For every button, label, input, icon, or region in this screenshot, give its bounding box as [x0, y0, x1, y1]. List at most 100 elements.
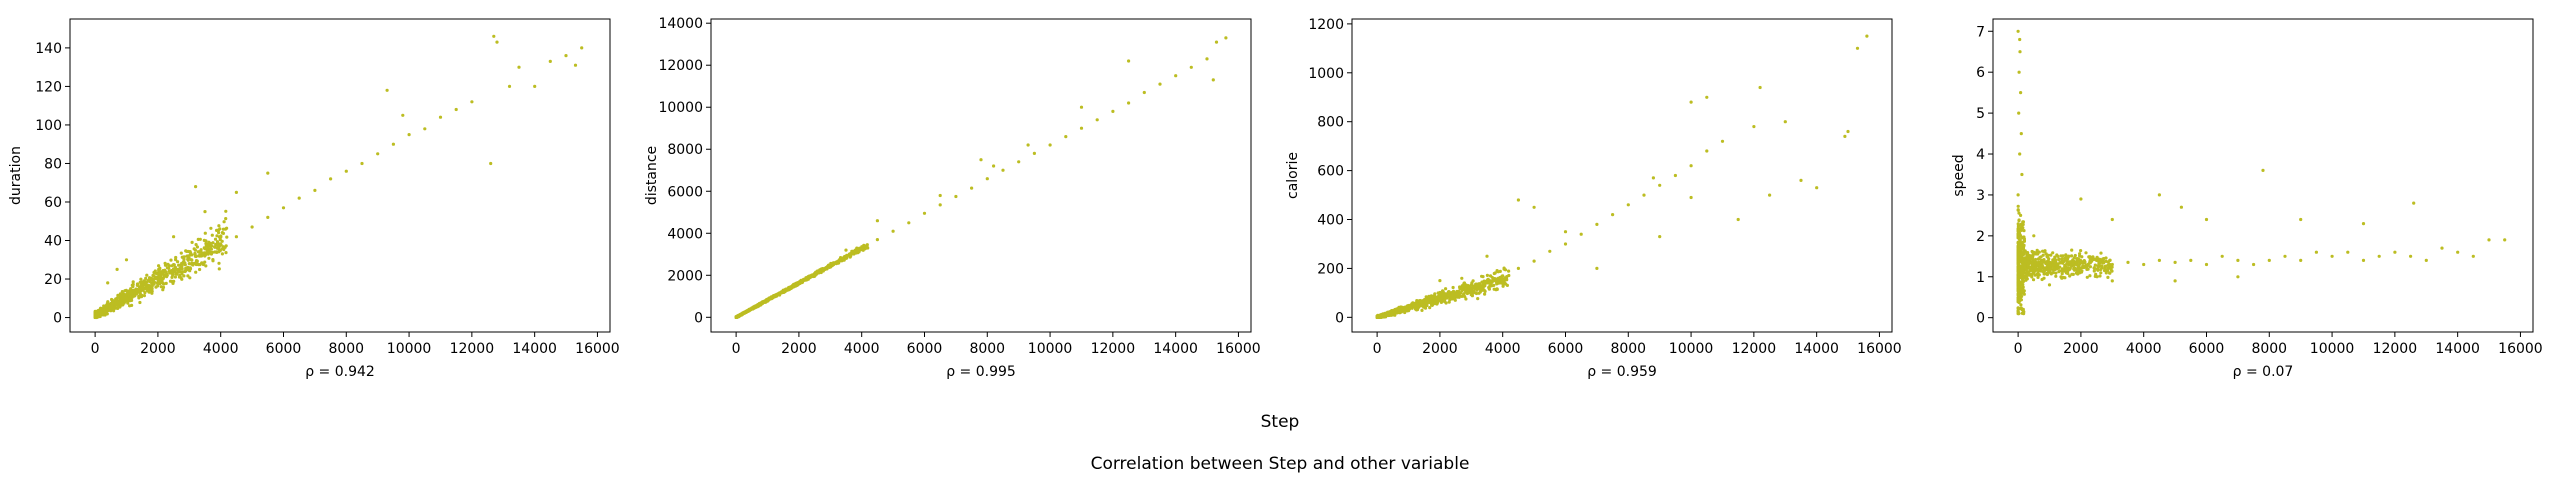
data-point: [131, 282, 135, 286]
data-point: [152, 279, 156, 283]
data-point: [470, 100, 474, 104]
data-point: [938, 193, 942, 198]
data-point: [848, 255, 852, 259]
x-tick-label: 16000: [2498, 341, 2543, 357]
data-point: [216, 244, 220, 248]
data-point: [2028, 254, 2032, 258]
data-point: [204, 241, 208, 246]
data-point: [2019, 268, 2023, 272]
data-point: [423, 127, 427, 131]
data-point: [454, 107, 458, 112]
data-point: [2037, 267, 2041, 271]
data-point: [139, 277, 143, 281]
x-tick-label: 8000: [969, 341, 1005, 357]
data-point: [2092, 257, 2096, 262]
data-point: [1498, 269, 1502, 273]
data-point: [2076, 263, 2080, 268]
data-point: [173, 270, 177, 274]
data-point: [221, 227, 225, 231]
data-point: [2126, 260, 2130, 264]
data-point: [211, 241, 215, 245]
x-tick-label: 16000: [1216, 341, 1261, 357]
x-tick-label: 2000: [781, 341, 817, 357]
data-point: [2067, 267, 2071, 271]
data-point: [1626, 203, 1630, 207]
x-tick-label: 2000: [2063, 341, 2099, 357]
data-point: [163, 263, 168, 267]
data-point: [184, 266, 188, 270]
data-point: [99, 312, 103, 316]
data-point: [2064, 271, 2068, 275]
x-tick-label: 8000: [2251, 341, 2287, 357]
data-point: [2020, 264, 2024, 268]
data-point: [144, 276, 148, 280]
data-point: [1441, 289, 1445, 293]
data-point: [360, 161, 364, 166]
data-point: [1431, 296, 1435, 300]
data-point: [548, 59, 552, 64]
y-tick-label: 0: [1335, 310, 1344, 326]
data-point: [1446, 293, 1450, 297]
data-point: [2097, 260, 2101, 264]
data-point: [2047, 257, 2051, 261]
data-point: [2066, 254, 2071, 258]
data-point: [860, 246, 864, 250]
data-point: [297, 196, 301, 200]
data-point: [142, 294, 146, 298]
data-point: [1492, 277, 1496, 281]
data-point: [2055, 253, 2059, 257]
data-point: [2016, 232, 2020, 236]
data-point: [329, 177, 333, 181]
data-point: [1462, 292, 1466, 296]
data-point: [2070, 254, 2074, 258]
data-point: [176, 270, 180, 274]
data-point: [190, 240, 194, 244]
data-point: [2018, 50, 2022, 54]
x-axis-label: ρ = 0.07: [2233, 364, 2294, 380]
data-point: [209, 244, 213, 248]
data-point: [1491, 279, 1495, 283]
data-point: [105, 304, 109, 309]
data-point: [158, 266, 162, 270]
data-point: [2020, 244, 2024, 248]
data-point: [2031, 278, 2036, 282]
data-point: [156, 275, 160, 279]
data-point: [215, 234, 219, 238]
data-point: [2078, 252, 2082, 256]
data-point: [1456, 291, 1461, 295]
data-point: [2057, 258, 2061, 262]
data-point: [1705, 149, 1709, 153]
data-point: [1501, 283, 1505, 287]
y-tick-label: 200: [1317, 261, 1344, 277]
data-point: [1720, 139, 1725, 143]
data-point: [2079, 197, 2083, 201]
data-point: [2440, 246, 2444, 250]
data-point: [2017, 280, 2021, 284]
data-point: [2068, 274, 2072, 278]
y-tick-label: 60: [44, 195, 62, 211]
data-point: [778, 291, 782, 295]
y-tick-label: 80: [44, 156, 62, 172]
scatter-points: [1375, 34, 1869, 319]
data-point: [2019, 91, 2023, 95]
data-point: [824, 266, 828, 270]
data-point: [2041, 249, 2045, 253]
data-point: [192, 247, 196, 251]
data-point: [2424, 258, 2428, 262]
data-point: [1375, 315, 1379, 319]
data-point: [2377, 254, 2381, 258]
y-tick-label: 5: [1976, 106, 1985, 122]
y-axis-label: speed: [1951, 154, 1967, 196]
data-point: [2022, 229, 2026, 233]
data-point: [760, 301, 765, 305]
scatter-points: [2016, 29, 2507, 316]
data-point: [1407, 309, 1411, 313]
y-tick-label: 2000: [667, 268, 703, 284]
data-point: [207, 256, 211, 260]
data-point: [2019, 303, 2023, 307]
data-point: [766, 298, 770, 302]
data-point: [1064, 135, 1068, 139]
data-point: [1079, 105, 1084, 109]
y-tick-label: 4: [1976, 147, 1985, 163]
